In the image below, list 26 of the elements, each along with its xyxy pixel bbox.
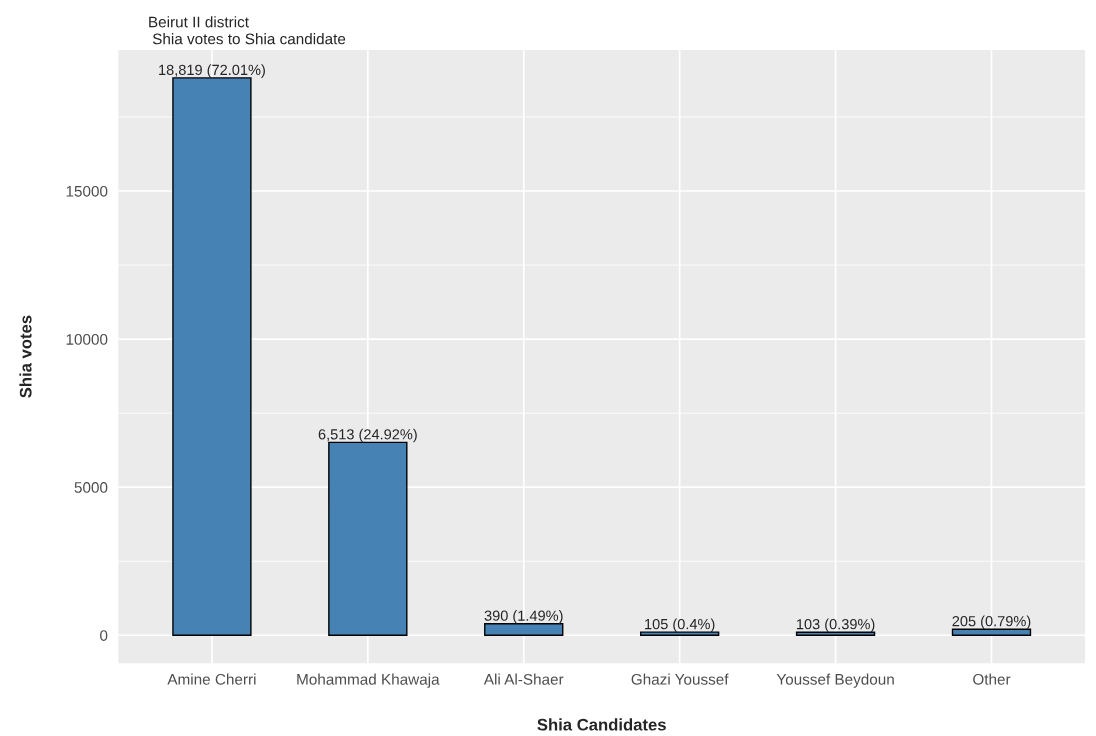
data-label: 105 (0.4%) xyxy=(645,618,715,633)
y-tick-label: 10000 xyxy=(66,333,108,345)
bar xyxy=(951,628,1032,636)
chart-title: Beirut II district xyxy=(149,16,249,28)
bar xyxy=(328,441,408,636)
bar xyxy=(484,623,564,636)
x-tick-label: Ali Al-Shaer xyxy=(483,673,564,685)
y-tick-label: 15000 xyxy=(66,185,108,197)
data-label: 18,819 (72.01%) xyxy=(159,64,265,78)
y-axis-title: Shia votes xyxy=(19,315,32,398)
bar xyxy=(172,77,252,636)
y-tick-label: 5000 xyxy=(74,482,108,493)
y-tick-label: 0 xyxy=(100,630,108,641)
data-label: 103 (0.39%) xyxy=(796,618,875,633)
data-label: 205 (0.79%) xyxy=(952,615,1031,630)
bar xyxy=(795,631,876,636)
x-tick-label: Youssef Beydoun xyxy=(776,673,894,688)
data-label: 6,513 (24.92%) xyxy=(318,428,417,443)
bar xyxy=(639,631,720,636)
x-tick-label: Mohammad Khawaja xyxy=(297,673,440,688)
x-tick-label: Other xyxy=(973,673,1011,685)
chart-subtitle: Shia votes to Shia candidate xyxy=(152,33,346,45)
x-tick-label: Amine Cherri xyxy=(167,673,256,685)
x-axis-title: Shia Candidates xyxy=(537,718,666,731)
data-label: 390 (1.49%) xyxy=(484,610,563,624)
x-tick-label: Ghazi Youssef xyxy=(631,673,729,685)
